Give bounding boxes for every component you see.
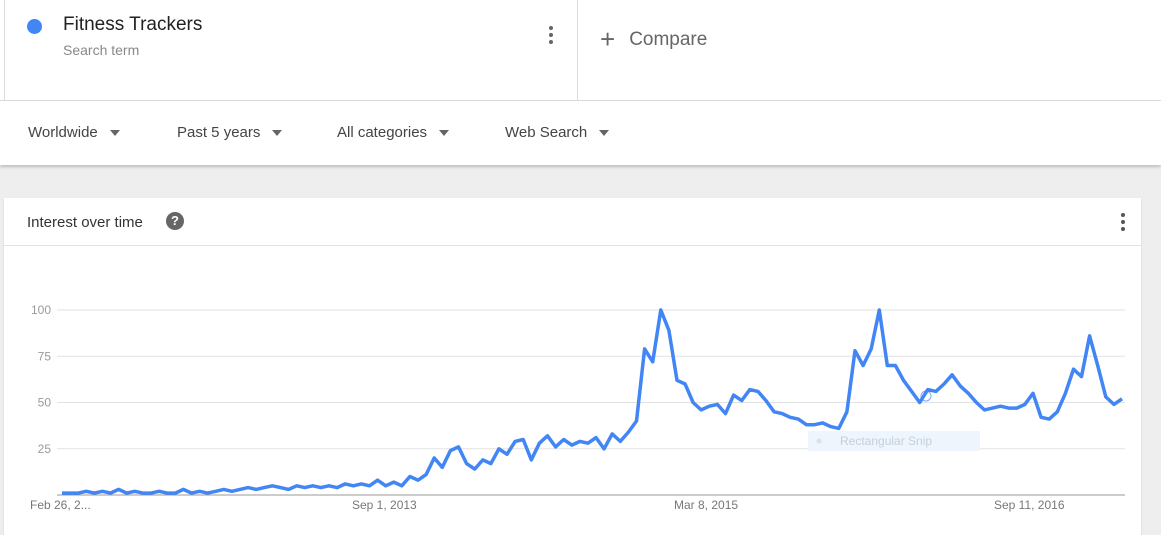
compare-button[interactable]: + Compare: [600, 24, 707, 55]
caret-down-icon: [599, 130, 610, 137]
caret-down-icon: [109, 130, 120, 137]
x-tick-label: Feb 26, 2...: [30, 498, 91, 512]
series-line: [62, 308, 1123, 495]
search-term-card[interactable]: Fitness Trackers Search term: [4, 0, 578, 100]
snip-dot-icon: [816, 438, 822, 444]
y-tick-label: 25: [38, 442, 52, 456]
filter-region-dropdown[interactable]: Worldwide: [28, 124, 120, 141]
filter-bar: Worldwide Past 5 years All categories We…: [0, 101, 1161, 165]
caret-down-icon: [272, 130, 283, 137]
filter-label: Worldwide: [28, 124, 98, 141]
more-vert-icon[interactable]: [1119, 213, 1127, 231]
x-tick-label: Sep 1, 2013: [352, 498, 417, 512]
caret-down-icon: [439, 130, 450, 137]
hover-marker[interactable]: [920, 390, 932, 402]
compare-label: Compare: [629, 28, 708, 50]
search-header: Fitness Trackers Search term + Compare: [0, 0, 1161, 101]
y-tick-label: 75: [38, 349, 52, 363]
snip-overlay-label: Rectangular Snip: [840, 434, 932, 448]
filter-category-dropdown[interactable]: All categories: [337, 124, 450, 141]
x-tick-label: Mar 8, 2015: [674, 498, 738, 512]
y-tick-label: 100: [31, 303, 51, 317]
plus-icon: +: [600, 24, 616, 54]
search-term-title[interactable]: Fitness Trackers: [63, 14, 203, 35]
y-tick-label: 50: [38, 396, 52, 410]
filter-label: All categories: [337, 124, 428, 141]
more-vert-icon[interactable]: [545, 26, 557, 48]
x-tick-label: Sep 11, 2016: [994, 498, 1065, 512]
card-header: Interest over time ?: [4, 198, 1141, 246]
search-term-subtitle: Search term: [63, 42, 140, 58]
filter-search-type-dropdown[interactable]: Web Search: [505, 124, 610, 141]
term-color-dot: [27, 19, 42, 34]
filter-time-dropdown[interactable]: Past 5 years: [177, 124, 283, 141]
help-icon[interactable]: ?: [166, 212, 184, 230]
filter-label: Past 5 years: [177, 124, 261, 141]
snip-overlay: [808, 431, 980, 451]
card-title: Interest over time: [27, 214, 143, 231]
interest-over-time-card: Interest over time ?: [4, 198, 1141, 535]
filter-label: Web Search: [505, 124, 588, 141]
